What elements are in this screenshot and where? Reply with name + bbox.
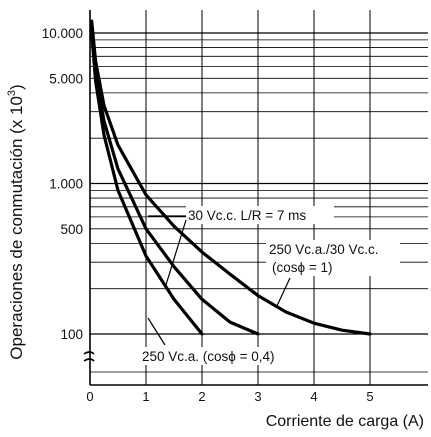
x-axis-title: Corriente de carga (A)	[266, 413, 424, 430]
y-axis-title: Operaciones de conmutación (x 103)	[6, 84, 26, 359]
series-line-1	[90, 19, 372, 336]
x-tick-label: 3	[254, 389, 261, 404]
annotation-cos1-label: (cosϕ = 1)	[272, 260, 332, 275]
annotation-30vcc-label: 30 Vc.c. L/R = 7 ms	[188, 208, 306, 223]
annotation-250vca-30vcc-label: 250 Vc.a./30 Vc.c.	[269, 242, 379, 257]
x-tick-label: 2	[198, 389, 205, 404]
annotation-250vca-30vcc: 250 Vc.a./30 Vc.c. (cosϕ = 1)	[266, 240, 400, 276]
leader-cos1	[275, 277, 291, 309]
x-tick-label: 0	[86, 389, 93, 404]
annotation-250vca-cos04: 250 Vc.a. (cosϕ = 0,4)	[140, 347, 298, 365]
y-tick-label: 5.000	[49, 71, 83, 86]
y-tick-label: 1.000	[49, 177, 83, 192]
annotation-250vca-cos04-label: 250 Vc.a. (cosϕ = 0,4)	[142, 349, 275, 364]
y-tick-label: 500	[60, 222, 83, 237]
series-line-3	[90, 31, 204, 336]
grid-lines	[90, 10, 428, 385]
annotation-leaders	[147, 215, 291, 346]
y-axis-title-exponent: 3	[6, 90, 18, 96]
series-line-2	[90, 25, 260, 336]
axis-break-icon	[83, 351, 95, 362]
tick-labels: 0 1 2 3 4 5 100 500 1.000 5.000 10.000	[42, 26, 374, 404]
x-tick-label: 1	[142, 389, 149, 404]
curves	[90, 19, 372, 336]
annotation-30vcc: 30 Vc.c. L/R = 7 ms	[186, 206, 334, 224]
leader-30vcc	[164, 219, 187, 289]
x-tick-label: 5	[366, 389, 373, 404]
plot-frame	[89, 10, 428, 386]
y-tick-label: 10.000	[42, 26, 83, 41]
leader-cos04	[147, 317, 166, 346]
y-axis-title-text: Operaciones de conmutación (x 10	[7, 96, 26, 360]
y-tick-label: 100	[60, 327, 83, 342]
x-tick-label: 4	[310, 389, 317, 404]
